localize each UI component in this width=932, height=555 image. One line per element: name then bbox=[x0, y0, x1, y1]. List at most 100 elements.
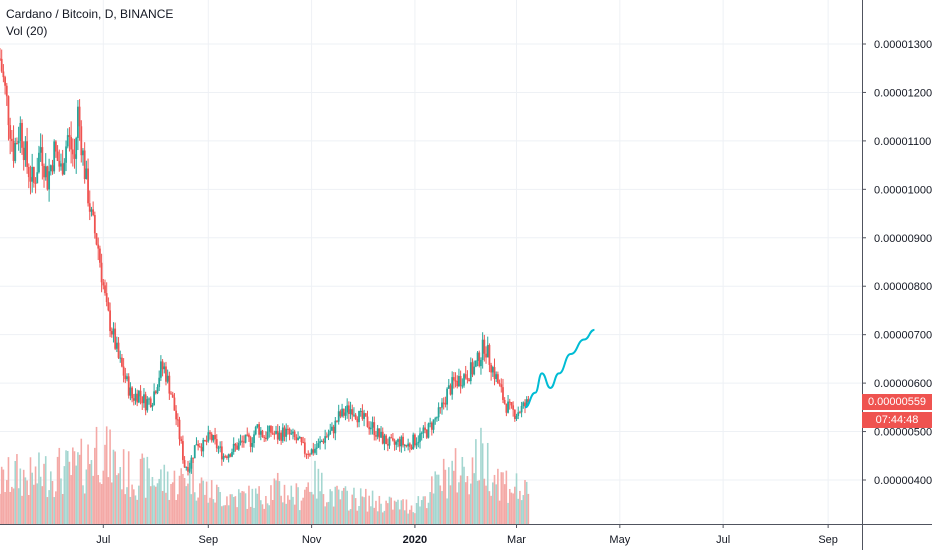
symbol-title[interactable]: Cardano / Bitcoin, D, BINANCE bbox=[6, 7, 174, 21]
y-tick-label: 0.00000700 bbox=[874, 330, 932, 342]
candle-body bbox=[132, 398, 135, 401]
candle-body bbox=[386, 444, 389, 446]
candle-body bbox=[491, 367, 494, 373]
volume-bar bbox=[44, 456, 47, 524]
volume-bar bbox=[500, 472, 503, 524]
candle-body bbox=[485, 353, 487, 358]
volume-bar bbox=[193, 492, 196, 524]
volume-bar bbox=[490, 495, 492, 524]
candle-body bbox=[46, 166, 49, 190]
y-tick-label: 0.00001300 bbox=[874, 39, 932, 51]
candle-body bbox=[119, 357, 122, 359]
volume-bar bbox=[278, 481, 281, 524]
volume-bar bbox=[409, 509, 411, 524]
volume-bar bbox=[359, 488, 362, 524]
candle-body bbox=[200, 447, 203, 452]
volume-bar bbox=[497, 468, 499, 524]
candle-body bbox=[215, 439, 218, 449]
candle-body bbox=[56, 151, 59, 161]
candle-body bbox=[420, 433, 423, 435]
candle-body bbox=[469, 362, 472, 382]
candle-body bbox=[261, 430, 264, 437]
volume-bar bbox=[405, 499, 408, 524]
candle-body bbox=[525, 399, 528, 407]
volume-bar bbox=[227, 505, 230, 524]
volume-bar bbox=[378, 495, 381, 524]
volume-bar bbox=[419, 506, 421, 524]
candle-body bbox=[234, 443, 237, 446]
volume-bar bbox=[200, 477, 203, 524]
volume-bar bbox=[260, 500, 262, 524]
x-tick-label: Sep bbox=[199, 534, 219, 546]
volume-bar bbox=[254, 488, 257, 524]
candle-body bbox=[441, 402, 443, 408]
volume-bar bbox=[459, 475, 462, 524]
volume-bar bbox=[446, 498, 448, 524]
candle-body bbox=[237, 442, 240, 450]
volume-bar bbox=[414, 513, 416, 524]
y-tick-label: 0.00000900 bbox=[874, 233, 932, 245]
volume-bar bbox=[434, 471, 437, 524]
volume-bar bbox=[55, 491, 57, 524]
volume-bar bbox=[7, 457, 10, 524]
candle-body bbox=[114, 328, 117, 349]
volume-bar bbox=[166, 471, 169, 524]
volume-bar bbox=[261, 504, 264, 524]
volume-bar bbox=[276, 472, 279, 524]
volume-bar bbox=[424, 496, 426, 524]
candle-body bbox=[248, 434, 250, 438]
candle-body bbox=[246, 434, 249, 436]
candle-body bbox=[486, 345, 489, 358]
volume-bar bbox=[246, 508, 249, 524]
candle-body bbox=[80, 126, 83, 156]
volume-bar bbox=[458, 482, 460, 524]
volume-bar bbox=[197, 497, 199, 524]
candle-body bbox=[410, 446, 413, 450]
volume-bar bbox=[293, 504, 296, 524]
volume-bar bbox=[17, 488, 20, 524]
volume-bar bbox=[114, 451, 116, 524]
candle-body bbox=[341, 408, 343, 417]
volume-bar bbox=[126, 487, 128, 524]
candle-body bbox=[271, 432, 274, 434]
volume-bar bbox=[519, 490, 521, 524]
candle-body bbox=[220, 446, 223, 460]
volume-bar bbox=[502, 472, 504, 524]
candle-body bbox=[298, 437, 301, 439]
volume-bar bbox=[468, 494, 470, 524]
candle-body bbox=[496, 374, 499, 384]
candle-body bbox=[414, 434, 416, 446]
volume-bar bbox=[221, 506, 223, 524]
volume-bar bbox=[449, 485, 452, 524]
volume-indicator-label[interactable]: Vol (20) bbox=[6, 24, 48, 38]
volume-bar bbox=[471, 457, 474, 524]
volume-bar bbox=[212, 499, 215, 524]
volume-bar bbox=[520, 500, 523, 524]
volume-bar bbox=[309, 491, 311, 524]
volume-bar bbox=[292, 496, 294, 524]
candle-body bbox=[249, 437, 252, 447]
candle-body bbox=[319, 441, 321, 444]
volume-bar bbox=[119, 466, 122, 524]
volume-bar bbox=[195, 500, 198, 524]
candle-body bbox=[146, 399, 149, 411]
candle-body bbox=[100, 262, 103, 283]
candle-body bbox=[373, 422, 376, 436]
volume-bar bbox=[156, 483, 159, 524]
candle-body bbox=[295, 437, 298, 441]
volume-bar bbox=[425, 508, 428, 524]
volume-bar bbox=[407, 513, 409, 524]
volume-bar bbox=[525, 481, 528, 524]
volume-bar bbox=[138, 485, 140, 524]
volume-bar bbox=[26, 480, 28, 524]
candle-body bbox=[376, 428, 379, 437]
candle-body bbox=[78, 106, 81, 127]
candle-body bbox=[459, 375, 462, 386]
volume-bar bbox=[21, 495, 23, 524]
candle-body bbox=[122, 366, 125, 376]
candle-body bbox=[429, 422, 432, 424]
candle-body bbox=[512, 405, 515, 410]
volume-bar bbox=[354, 498, 357, 524]
